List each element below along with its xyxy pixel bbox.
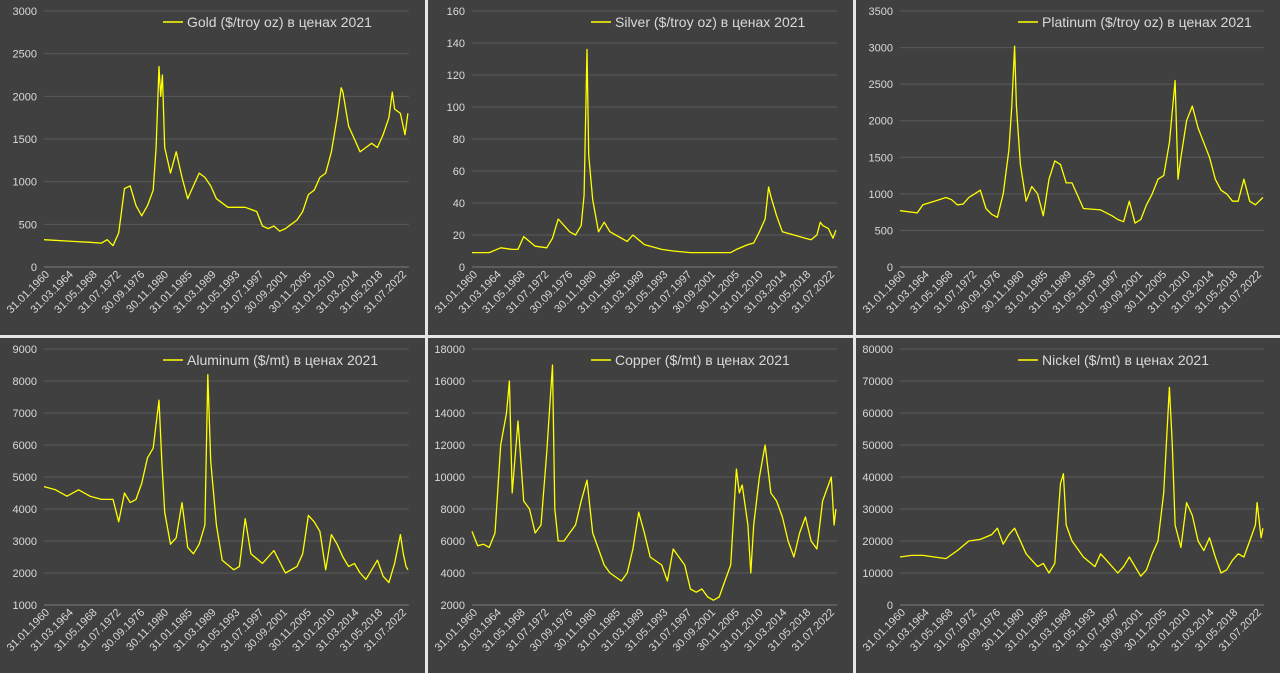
y-tick-label: 160 <box>447 6 465 18</box>
chart-panel: 0 500 1000 1500 2000 2500 3000 3500 31.01.1960 31… <box>856 0 1280 335</box>
chart-panel: 2000 4000 6000 8000 10000 12000 14000 16000 1800… <box>428 338 853 673</box>
y-tick-label: 2500 <box>869 79 893 91</box>
y-tick-label: 60 <box>453 166 465 178</box>
chart-svg: 050010001500200025003000350031.01.196031… <box>861 6 1264 316</box>
y-tick-label: 2000 <box>869 116 893 128</box>
y-tick-label: 16000 <box>434 376 465 388</box>
y-tick-label: 80000 <box>862 344 893 356</box>
y-tick-label: 9000 <box>13 344 37 356</box>
y-tick-label: 0 <box>887 600 893 612</box>
chart-svg: 02040608010012014016031.01.196031.03.196… <box>433 6 837 316</box>
chart-panel: 0 500 1000 1500 2000 2500 3000 31.01.1960 31.03.… <box>0 0 425 335</box>
y-tick-label: 10000 <box>434 472 465 484</box>
y-tick-label: 3000 <box>13 6 37 18</box>
y-tick-label: 4000 <box>13 504 37 516</box>
y-tick-label: 500 <box>875 225 893 237</box>
chart-panel: 0 10000 20000 30000 40000 50000 60000 70000 8000… <box>856 338 1280 673</box>
y-tick-label: 2000 <box>13 91 37 103</box>
y-tick-label: 8000 <box>441 504 465 516</box>
y-tick-label: 10000 <box>862 568 893 580</box>
y-tick-label: 50000 <box>862 440 893 452</box>
y-tick-label: 40 <box>453 198 465 210</box>
y-tick-label: 8000 <box>13 376 37 388</box>
y-tick-label: 120 <box>447 70 465 82</box>
y-tick-label: 30000 <box>862 504 893 516</box>
y-tick-label: 7000 <box>13 408 37 420</box>
legend-label: Aluminum ($/mt) в ценах 2021 <box>187 352 378 368</box>
y-tick-label: 0 <box>887 262 893 274</box>
y-tick-label: 5000 <box>13 472 37 484</box>
y-tick-label: 1000 <box>13 177 37 189</box>
y-tick-label: 0 <box>459 262 465 274</box>
y-tick-label: 20 <box>453 230 465 242</box>
y-tick-label: 20000 <box>862 536 893 548</box>
chart-svg: 0 10000 20000 30000 40000 50000 60000 70000 8000… <box>861 344 1264 654</box>
y-tick-label: 140 <box>447 38 465 50</box>
legend-label: Platinum ($/troy oz) в ценах 2021 <box>1042 14 1252 30</box>
y-tick-label: 6000 <box>441 536 465 548</box>
y-tick-label: 14000 <box>434 408 465 420</box>
y-tick-label: 70000 <box>862 376 893 388</box>
chart-svg: 10002000300040005000600070008000900031.0… <box>5 344 409 654</box>
y-tick-label: 2000 <box>441 600 465 612</box>
y-tick-label: 60000 <box>862 408 893 420</box>
y-tick-label: 12000 <box>434 440 465 452</box>
chart-panel: 0 20 40 60 80 100 120 140 160 31.01.1960 31.03.196… <box>428 0 853 335</box>
chart-svg: 2000 4000 6000 8000 10000 12000 14000 16000 1800… <box>433 344 837 654</box>
y-tick-label: 1500 <box>869 152 893 164</box>
legend-label: Silver ($/troy oz) в ценах 2021 <box>615 14 806 30</box>
chart-panel: 1000 2000 3000 4000 5000 6000 7000 8000 9000 31.0… <box>0 338 425 673</box>
legend-label: Nickel ($/mt) в ценах 2021 <box>1042 352 1209 368</box>
y-tick-label: 2000 <box>13 568 37 580</box>
series-line <box>899 45 1264 224</box>
series-line <box>471 364 837 601</box>
series-line <box>472 48 837 254</box>
y-tick-label: 1000 <box>13 600 37 612</box>
y-tick-label: 3000 <box>13 536 37 548</box>
series-line <box>43 373 409 584</box>
y-tick-label: 500 <box>19 219 37 231</box>
y-tick-label: 0 <box>31 262 37 274</box>
y-tick-label: 40000 <box>862 472 893 484</box>
series-line <box>43 65 409 247</box>
y-tick-label: 3000 <box>869 43 893 55</box>
y-tick-label: 100 <box>447 102 465 114</box>
legend-label: Copper ($/mt) в ценах 2021 <box>615 352 790 368</box>
y-tick-label: 80 <box>453 134 465 146</box>
chart-svg: 05001000150020002500300031.01.196031.03.… <box>5 6 409 316</box>
y-tick-label: 4000 <box>441 568 465 580</box>
y-tick-label: 6000 <box>13 440 37 452</box>
y-tick-label: 2500 <box>13 49 37 61</box>
y-tick-label: 1000 <box>869 189 893 201</box>
legend-label: Gold ($/troy oz) в ценах 2021 <box>187 14 372 30</box>
y-tick-label: 1500 <box>13 134 37 146</box>
y-tick-label: 18000 <box>434 344 465 356</box>
y-tick-label: 3500 <box>869 6 893 18</box>
series-line <box>899 386 1264 577</box>
